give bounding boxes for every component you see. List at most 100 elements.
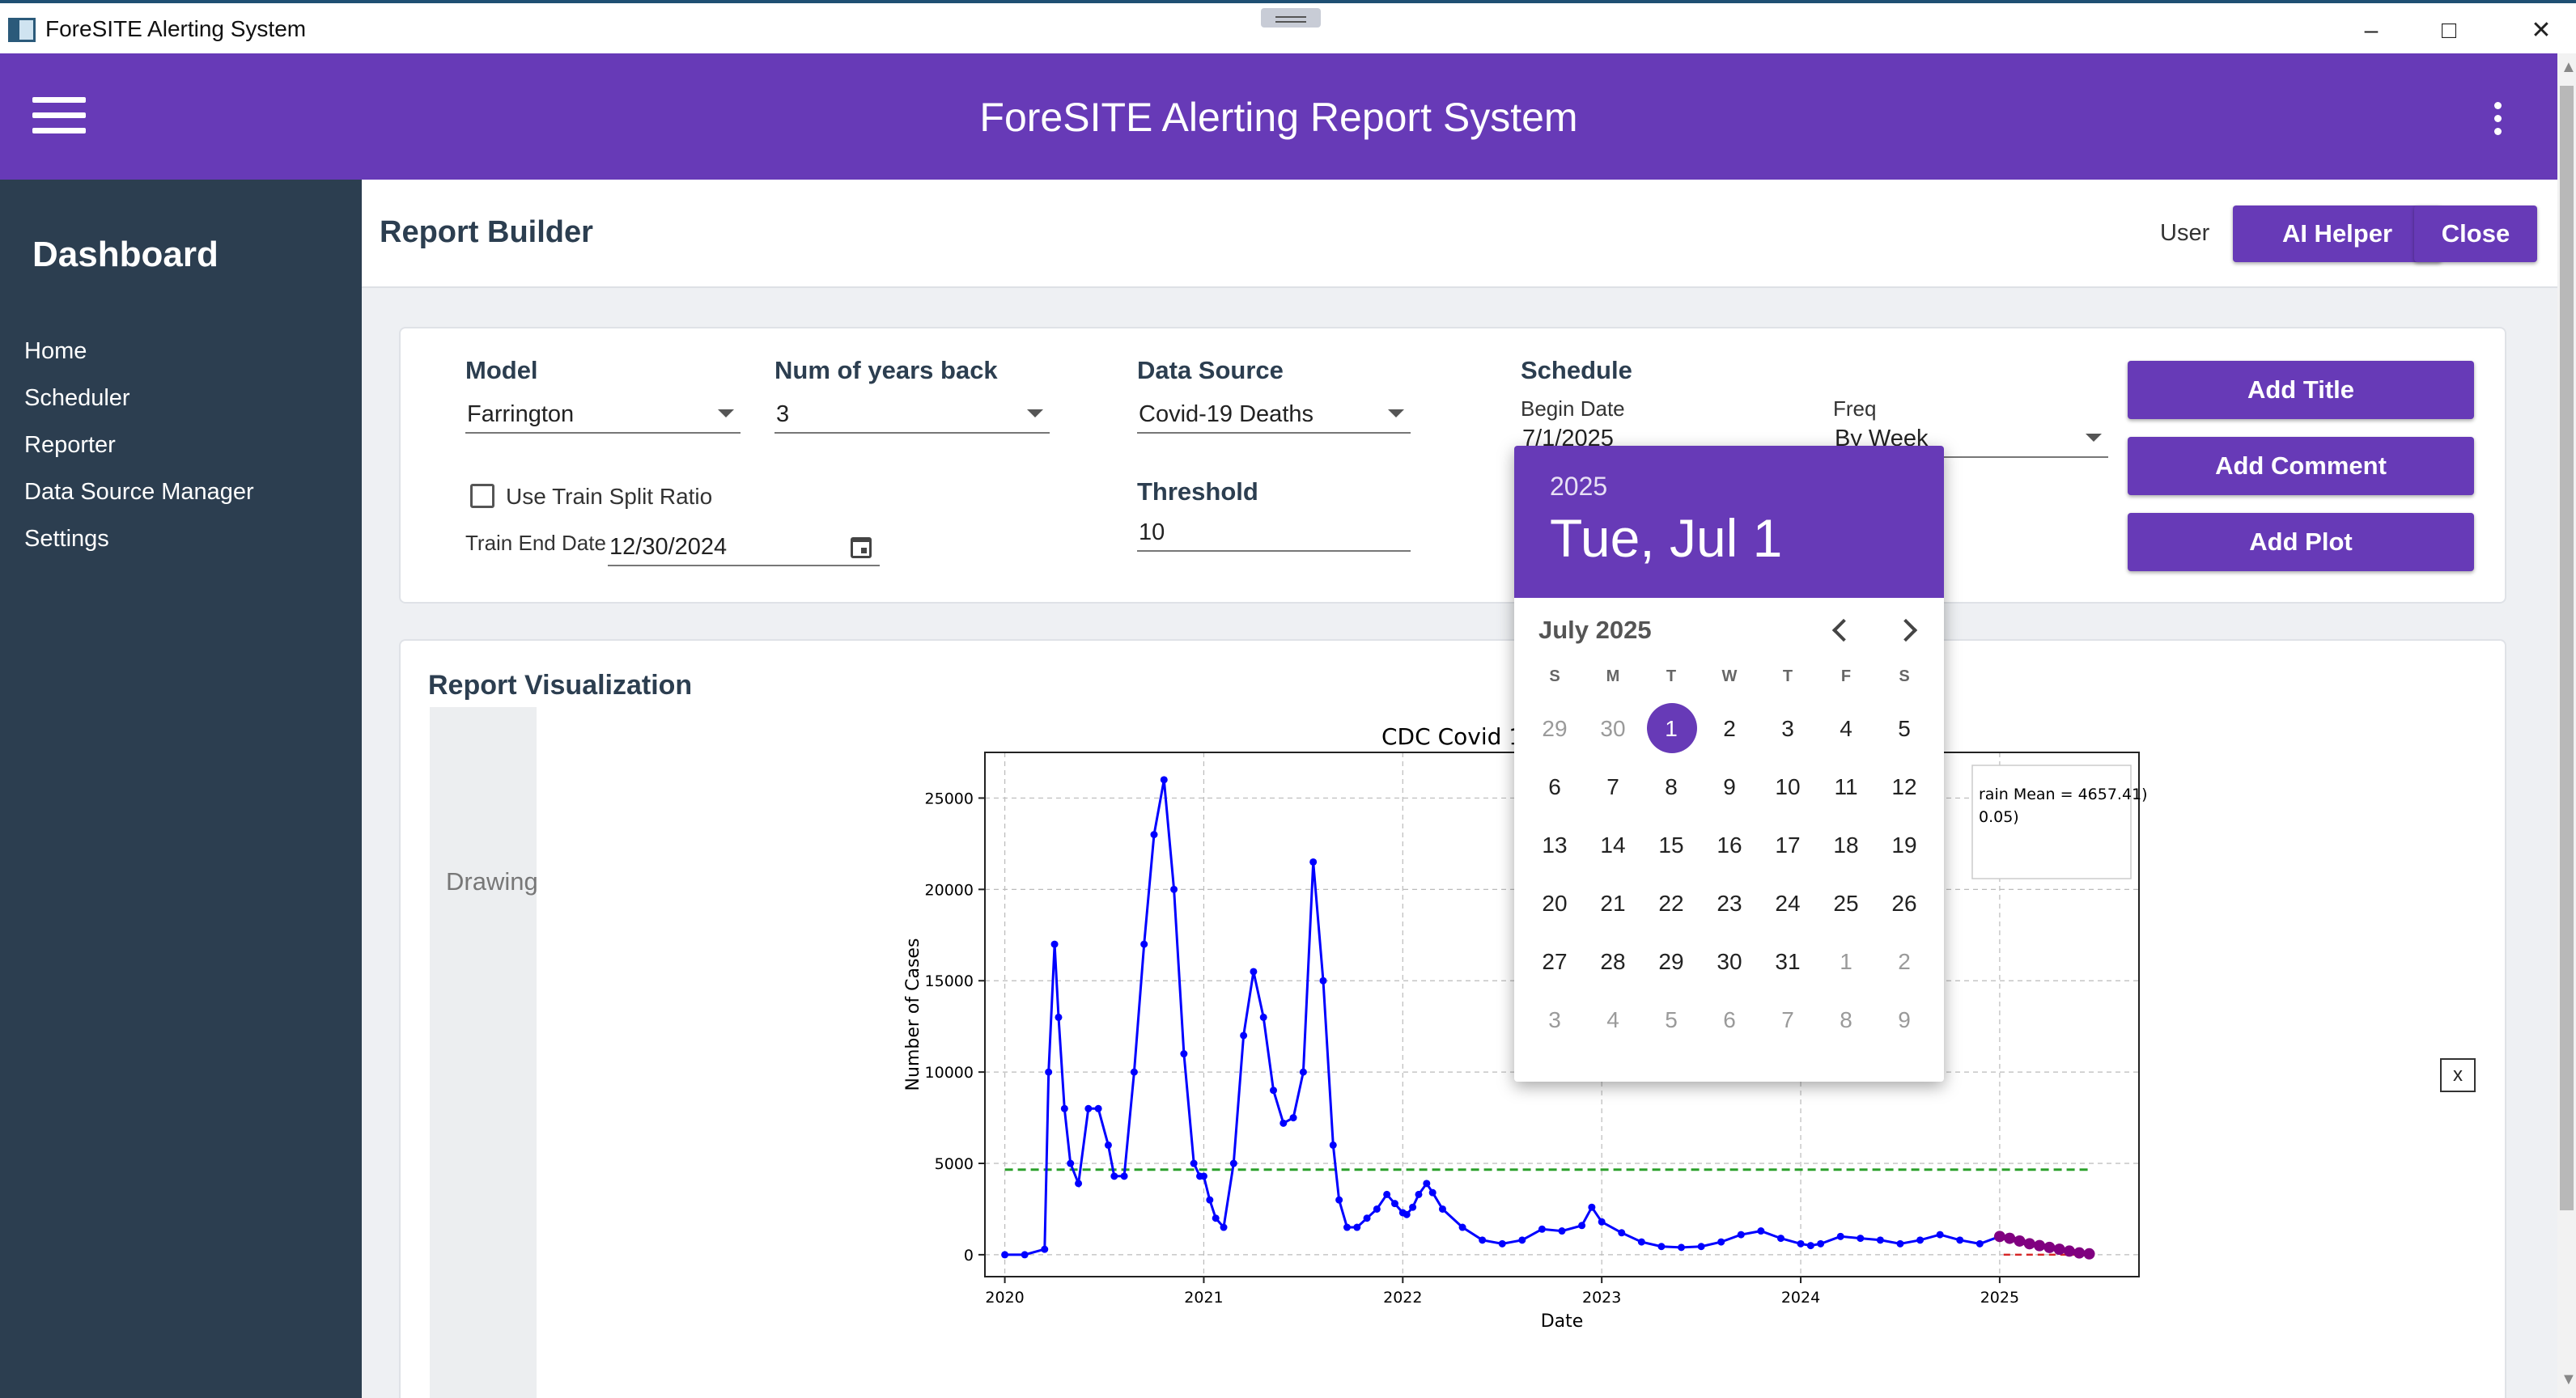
threshold-label: Threshold bbox=[1137, 477, 1258, 506]
calendar-day[interactable]: 29 bbox=[1642, 936, 1700, 994]
calendar-day[interactable]: 25 bbox=[1817, 878, 1875, 936]
date-picker-month[interactable]: July 2025 bbox=[1538, 616, 1652, 644]
calendar-day[interactable]: 9 bbox=[1875, 994, 1933, 1053]
calendar-day-number: 29 bbox=[1658, 949, 1684, 974]
calendar-day[interactable]: 16 bbox=[1700, 820, 1759, 878]
calendar-day[interactable]: 5 bbox=[1642, 994, 1700, 1053]
calendar-day[interactable]: 24 bbox=[1759, 878, 1817, 936]
calendar-day[interactable]: 4 bbox=[1584, 994, 1642, 1053]
calendar-day[interactable]: 11 bbox=[1817, 761, 1875, 820]
calendar-day-number: 21 bbox=[1600, 891, 1626, 916]
sidebar-item-scheduler[interactable]: Scheduler bbox=[24, 385, 130, 411]
calendar-day[interactable]: 7 bbox=[1759, 994, 1817, 1053]
calendar-day[interactable]: 17 bbox=[1759, 820, 1817, 878]
begin-date-label: Begin Date bbox=[1521, 396, 1625, 421]
calendar-day[interactable]: 6 bbox=[1700, 994, 1759, 1053]
calendar-day-number: 27 bbox=[1542, 949, 1568, 974]
sidebar-item-home[interactable]: Home bbox=[24, 338, 87, 364]
calendar-day[interactable]: 7 bbox=[1584, 761, 1642, 820]
calendar-day[interactable]: 9 bbox=[1700, 761, 1759, 820]
calendar-day[interactable]: 15 bbox=[1642, 820, 1700, 878]
data-point bbox=[1598, 1218, 1606, 1226]
close-button[interactable]: Close bbox=[2414, 205, 2537, 262]
calendar-icon[interactable] bbox=[851, 537, 872, 558]
calendar-day[interactable]: 29 bbox=[1526, 703, 1584, 761]
calendar-day[interactable]: 6 bbox=[1526, 761, 1584, 820]
calendar-day[interactable]: 31 bbox=[1759, 936, 1817, 994]
threshold-input[interactable]: 10 bbox=[1137, 516, 1411, 552]
date-picker-year[interactable]: 2025 bbox=[1550, 472, 1608, 501]
train-split-checkbox[interactable] bbox=[470, 484, 494, 508]
data-point bbox=[2023, 1238, 2035, 1250]
sidebar-item-reporter[interactable]: Reporter bbox=[24, 432, 116, 458]
chevron-left-icon[interactable] bbox=[1829, 617, 1853, 642]
data-point bbox=[1206, 1196, 1214, 1204]
scroll-down-icon[interactable]: ▼ bbox=[2561, 1370, 2576, 1388]
calendar-day[interactable]: 26 bbox=[1875, 878, 1933, 936]
model-select[interactable]: Farrington bbox=[465, 398, 741, 434]
vertical-scrollbar[interactable]: ▲ ▼ bbox=[2557, 53, 2576, 1398]
calendar-day[interactable]: 21 bbox=[1584, 878, 1642, 936]
calendar-day[interactable]: 10 bbox=[1759, 761, 1817, 820]
data-point bbox=[1353, 1223, 1361, 1231]
calendar-day[interactable]: 27 bbox=[1526, 936, 1584, 994]
data-point bbox=[2043, 1241, 2056, 1253]
weekday-header: S bbox=[1549, 667, 1560, 685]
data-point bbox=[1140, 940, 1148, 948]
calendar-day[interactable]: 22 bbox=[1642, 878, 1700, 936]
calendar-day[interactable]: 1 bbox=[1817, 936, 1875, 994]
user-label[interactable]: User bbox=[2160, 220, 2210, 246]
window-close-icon[interactable]: ✕ bbox=[2531, 17, 2552, 44]
data-point bbox=[1212, 1214, 1220, 1222]
calendar-day[interactable]: 4 bbox=[1817, 703, 1875, 761]
calendar-day[interactable]: 30 bbox=[1700, 936, 1759, 994]
calendar-day[interactable]: 2 bbox=[1875, 936, 1933, 994]
data-point bbox=[1045, 1068, 1053, 1076]
window-drag-grip-icon[interactable] bbox=[1261, 8, 1321, 28]
add-comment-button[interactable]: Add Comment bbox=[2128, 437, 2474, 495]
years-back-select[interactable]: 3 bbox=[774, 398, 1050, 434]
calendar-day[interactable]: 28 bbox=[1584, 936, 1642, 994]
train-end-date-field[interactable]: 12/30/2024 bbox=[608, 531, 880, 566]
data-point bbox=[1280, 1119, 1288, 1127]
more-options-icon[interactable] bbox=[2489, 102, 2506, 142]
calendar-day[interactable]: 20 bbox=[1526, 878, 1584, 936]
calendar-day[interactable]: 19 bbox=[1875, 820, 1933, 878]
minimize-icon[interactable]: – bbox=[2364, 17, 2379, 44]
data-point bbox=[1538, 1225, 1546, 1233]
chevron-down-icon bbox=[718, 409, 734, 417]
scrollbar-thumb[interactable] bbox=[2560, 86, 2574, 1210]
calendar-day-selected[interactable]: 1 bbox=[1642, 703, 1700, 761]
calendar-day[interactable]: 8 bbox=[1642, 761, 1700, 820]
calendar-day[interactable]: 13 bbox=[1526, 820, 1584, 878]
calendar-day[interactable]: 3 bbox=[1526, 994, 1584, 1053]
remove-plot-button[interactable]: x bbox=[2440, 1058, 2476, 1092]
hamburger-menu-icon[interactable] bbox=[32, 97, 86, 134]
ai-helper-button[interactable]: AI Helper bbox=[2233, 205, 2442, 262]
add-title-button[interactable]: Add Title bbox=[2128, 361, 2474, 419]
visualization-title: Report Visualization bbox=[428, 670, 693, 701]
calendar-day[interactable]: 14 bbox=[1584, 820, 1642, 878]
data-point bbox=[2004, 1232, 2016, 1244]
add-plot-button[interactable]: Add Plot bbox=[2128, 513, 2474, 571]
calendar-day[interactable]: 8 bbox=[1817, 994, 1875, 1053]
chevron-right-icon[interactable] bbox=[1896, 617, 1920, 642]
sidebar-item-data-source-manager[interactable]: Data Source Manager bbox=[24, 479, 254, 505]
calendar-day[interactable]: 2 bbox=[1700, 703, 1759, 761]
maximize-icon[interactable]: □ bbox=[2441, 17, 2457, 44]
data-source-select[interactable]: Covid-19 Deaths bbox=[1137, 398, 1411, 434]
data-point bbox=[1637, 1238, 1645, 1246]
calendar-day[interactable]: 3 bbox=[1759, 703, 1817, 761]
calendar-day[interactable]: 5 bbox=[1875, 703, 1933, 761]
calendar-day[interactable]: 12 bbox=[1875, 761, 1933, 820]
scroll-up-icon[interactable]: ▲ bbox=[2561, 58, 2576, 76]
y-tick-label: 0 bbox=[964, 1247, 974, 1265]
sidebar-item-settings[interactable]: Settings bbox=[24, 526, 109, 552]
calendar-day[interactable]: 18 bbox=[1817, 820, 1875, 878]
calendar-day-number: 22 bbox=[1658, 891, 1684, 916]
chevron-down-icon bbox=[1388, 409, 1404, 417]
calendar-day[interactable]: 30 bbox=[1584, 703, 1642, 761]
data-point bbox=[1936, 1231, 1944, 1239]
model-value: Farrington bbox=[467, 401, 575, 427]
calendar-day[interactable]: 23 bbox=[1700, 878, 1759, 936]
